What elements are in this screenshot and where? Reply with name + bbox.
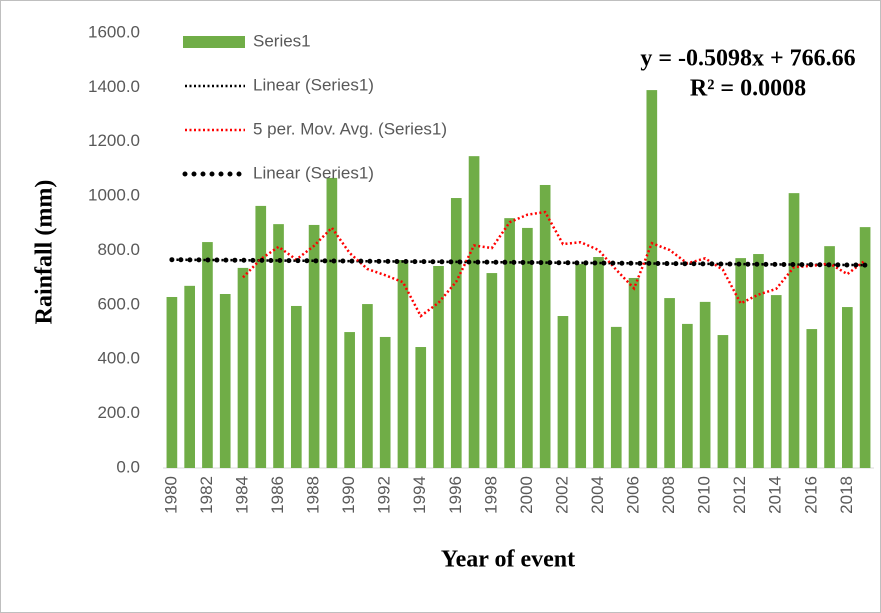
bar bbox=[610, 326, 622, 468]
x-tick-label: 2008 bbox=[659, 476, 678, 514]
y-tick-label: 1200.0 bbox=[88, 131, 140, 150]
x-tick-label: 2002 bbox=[552, 476, 571, 514]
bar bbox=[735, 258, 747, 468]
bar bbox=[646, 90, 658, 468]
bar bbox=[290, 305, 302, 468]
bar bbox=[522, 227, 533, 468]
x-tick-label: 1984 bbox=[232, 476, 251, 514]
line-series bbox=[169, 257, 868, 268]
legend-label: Linear (Series1) bbox=[253, 75, 374, 94]
x-tick-label: 2010 bbox=[695, 476, 714, 514]
bar bbox=[788, 193, 800, 468]
legend-label: Linear (Series1) bbox=[253, 163, 374, 182]
x-tick-label: 1994 bbox=[410, 476, 429, 514]
x-tick-label: 1996 bbox=[446, 476, 465, 514]
bar bbox=[468, 156, 480, 469]
bar bbox=[859, 227, 871, 468]
bar bbox=[486, 273, 498, 468]
x-tick-label: 1988 bbox=[304, 476, 323, 514]
bar bbox=[770, 295, 782, 468]
line-series bbox=[242, 210, 866, 318]
y-tick-label: 1600.0 bbox=[88, 22, 140, 41]
y-tick-label: 800.0 bbox=[97, 240, 140, 259]
legend-label: Series1 bbox=[253, 31, 311, 50]
bar bbox=[166, 296, 178, 468]
bar bbox=[753, 254, 764, 468]
bar bbox=[397, 260, 409, 468]
bar bbox=[504, 218, 515, 468]
legend-label: 5 per. Mov. Avg. (Series1) bbox=[253, 119, 447, 138]
x-axis-title: Year of event bbox=[441, 547, 575, 573]
y-tick-label: 1000.0 bbox=[88, 186, 140, 205]
x-tick-label: 1990 bbox=[339, 476, 358, 514]
x-tick-label: 1986 bbox=[268, 476, 287, 514]
bar bbox=[344, 332, 355, 468]
bar bbox=[362, 304, 373, 468]
bar bbox=[699, 301, 711, 468]
bar bbox=[219, 294, 231, 468]
bar bbox=[806, 329, 818, 468]
bar bbox=[717, 335, 729, 468]
y-tick-label: 200.0 bbox=[97, 403, 140, 422]
bar bbox=[184, 285, 195, 468]
x-tick-label: 1992 bbox=[375, 476, 394, 514]
bar bbox=[450, 198, 462, 468]
legend-swatch bbox=[183, 36, 245, 48]
bar bbox=[824, 246, 835, 468]
bar bbox=[539, 184, 551, 468]
bar bbox=[664, 298, 675, 468]
bar bbox=[202, 242, 213, 468]
x-tick-label: 2000 bbox=[517, 476, 536, 514]
bar bbox=[842, 307, 853, 468]
bar bbox=[433, 265, 444, 468]
bar bbox=[308, 224, 320, 468]
bar bbox=[237, 267, 249, 468]
bar bbox=[628, 277, 640, 468]
bar bbox=[415, 347, 427, 468]
x-tick-label: 2006 bbox=[624, 476, 643, 514]
x-tick-label: 1980 bbox=[161, 476, 180, 514]
x-tick-label: 2018 bbox=[837, 476, 856, 514]
bar bbox=[593, 257, 604, 468]
trend-equation: y = -0.5098x + 766.66 bbox=[640, 46, 855, 72]
bar bbox=[682, 323, 693, 468]
x-tick-label: 1982 bbox=[197, 476, 216, 514]
trend-r-squared: R² = 0.0008 bbox=[690, 76, 806, 102]
bar bbox=[575, 264, 587, 468]
bar bbox=[255, 205, 267, 468]
y-tick-label: 1400.0 bbox=[88, 77, 140, 96]
y-axis-title: Rainfall (mm) bbox=[32, 180, 58, 325]
bar bbox=[379, 336, 391, 468]
bar bbox=[326, 177, 338, 469]
y-tick-label: 600.0 bbox=[97, 294, 140, 313]
x-tick-label: 1998 bbox=[481, 476, 500, 514]
x-tick-label: 2014 bbox=[766, 476, 785, 514]
x-tick-label: 2012 bbox=[730, 476, 749, 514]
y-tick-label: 0.0 bbox=[116, 457, 140, 476]
y-tick-label: 400.0 bbox=[97, 349, 140, 368]
x-tick-label: 2016 bbox=[801, 476, 820, 514]
bar bbox=[557, 316, 569, 468]
x-tick-label: 2004 bbox=[588, 476, 607, 514]
bar bbox=[273, 224, 284, 468]
